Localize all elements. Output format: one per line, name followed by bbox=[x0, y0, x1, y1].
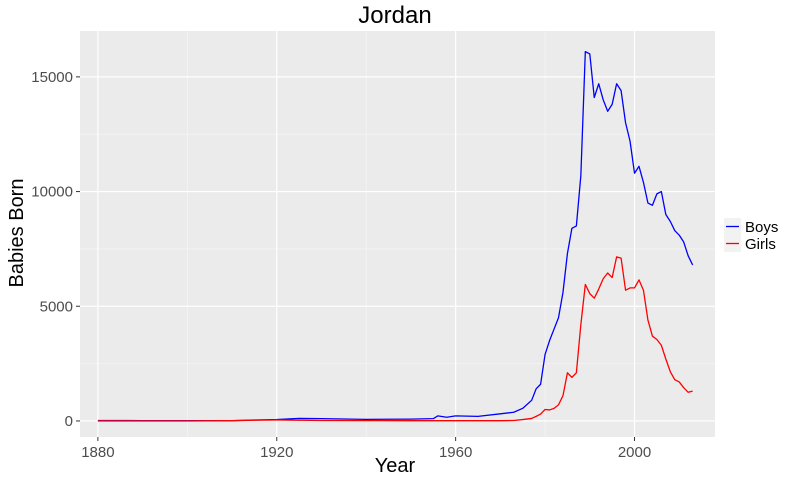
y-axis-title: Babies Born bbox=[6, 179, 28, 288]
legend-label-girls: Girls bbox=[745, 236, 776, 253]
y-tick-label: 0 bbox=[65, 413, 73, 430]
y-tick-label: 10000 bbox=[31, 184, 73, 201]
plot-panel bbox=[80, 31, 715, 437]
y-tick-label: 15000 bbox=[31, 69, 73, 86]
series-lines bbox=[97, 50, 694, 422]
x-tick-label: 2000 bbox=[618, 444, 651, 461]
series-line-girls bbox=[97, 256, 693, 422]
x-tick-label: 1880 bbox=[81, 444, 114, 461]
minor-gridlines bbox=[80, 31, 715, 437]
y-axis-ticks: 0 5000 10000 15000 bbox=[31, 69, 80, 430]
x-tick-label: 1960 bbox=[439, 444, 472, 461]
series-line-boys bbox=[97, 50, 694, 422]
x-tick-label: 1920 bbox=[260, 444, 293, 461]
legend-label-boys: Boys bbox=[745, 219, 778, 236]
y-tick-label: 5000 bbox=[40, 298, 73, 315]
chart-title: Jordan bbox=[358, 2, 431, 29]
x-axis-title: Year bbox=[375, 455, 416, 477]
x-axis-ticks: 1880 1920 1960 2000 bbox=[81, 437, 651, 461]
